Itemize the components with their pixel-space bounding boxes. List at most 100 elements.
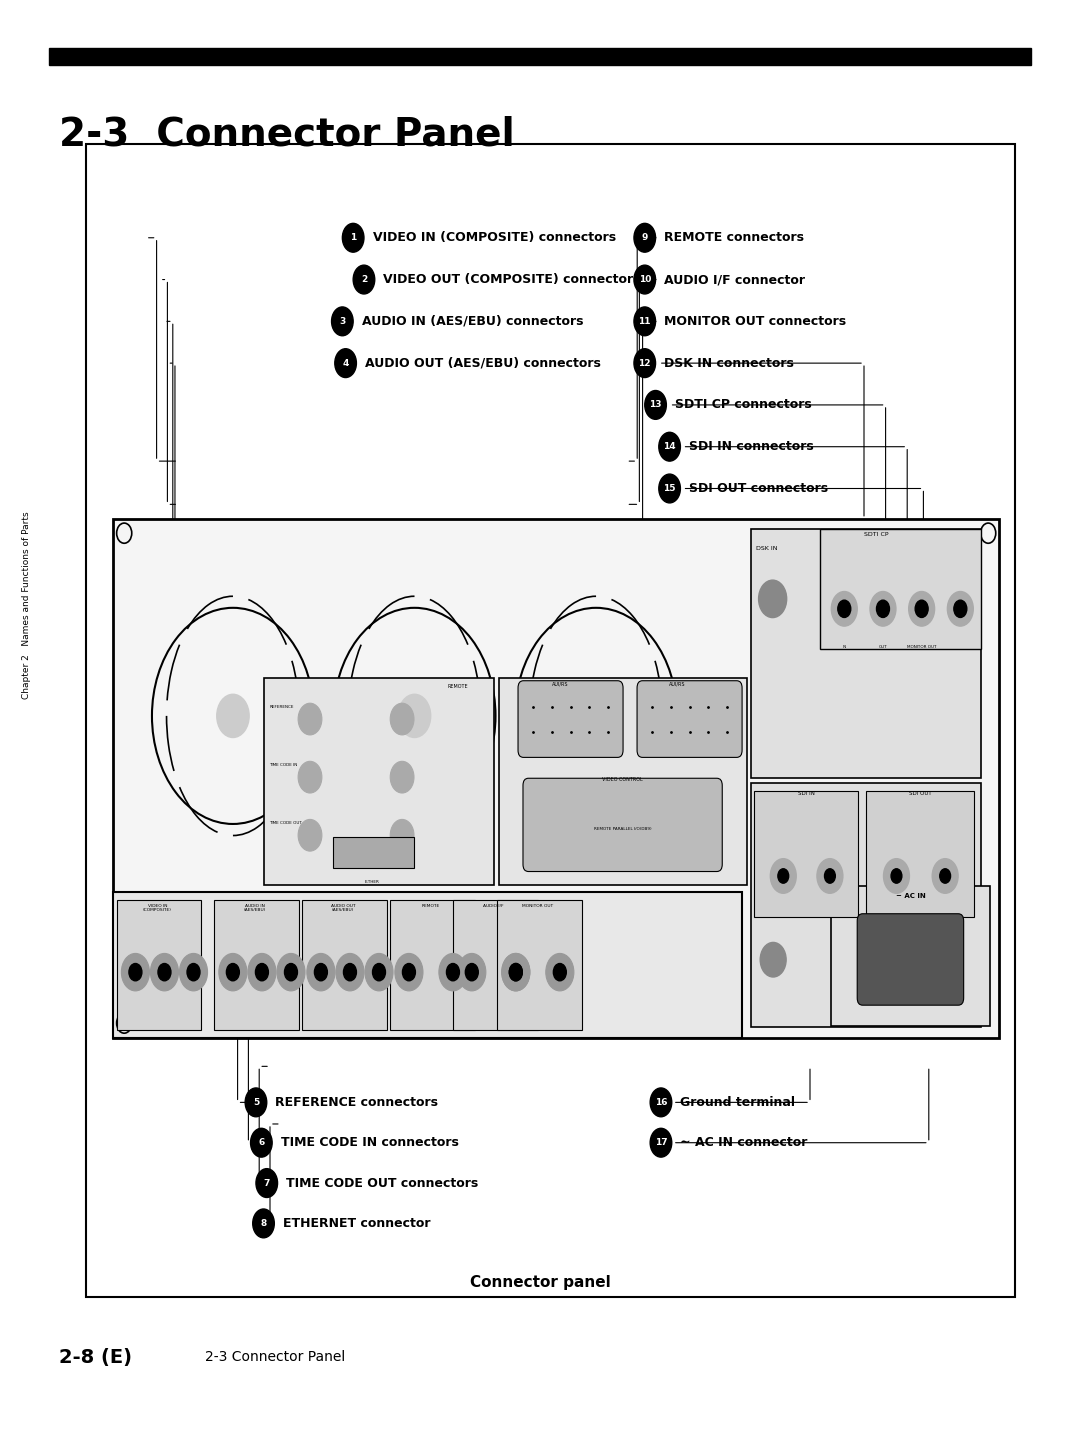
Circle shape [838,599,851,617]
Circle shape [343,964,356,981]
Text: 14: 14 [663,442,676,451]
Circle shape [770,859,796,893]
Circle shape [580,695,612,738]
Circle shape [298,820,322,852]
Bar [302,899,387,1030]
Bar [497,899,582,1030]
Text: AUI/RS: AUI/RS [552,682,569,687]
Text: AUDIO IN (AES/EBU) connectors: AUDIO IN (AES/EBU) connectors [362,314,583,329]
Text: OUT: OUT [879,646,888,648]
Text: AUDIO IN
(AES/EBU): AUDIO IN (AES/EBU) [244,904,266,912]
Text: IN: IN [842,646,847,648]
Bar [113,519,999,1038]
Bar [264,677,495,885]
Text: AUDIO OUT
(AES/EBU): AUDIO OUT (AES/EBU) [330,904,355,912]
Text: Connector panel: Connector panel [470,1275,610,1290]
Bar [820,529,982,648]
Bar [113,892,742,1038]
Bar [499,677,746,885]
Text: 15: 15 [663,484,676,493]
Circle shape [187,964,200,981]
Text: DSK IN connectors: DSK IN connectors [664,356,794,370]
Text: 11: 11 [638,317,651,326]
Circle shape [650,1128,672,1157]
Circle shape [245,1088,267,1117]
Text: 2-8 (E): 2-8 (E) [59,1347,133,1368]
Text: ~ AC IN connector: ~ AC IN connector [680,1136,808,1150]
Circle shape [908,591,934,625]
Text: MONITOR OUT connectors: MONITOR OUT connectors [664,314,847,329]
Circle shape [307,954,335,991]
Bar [333,837,414,869]
Text: TIME CODE IN: TIME CODE IN [269,762,298,767]
Circle shape [778,869,788,883]
Circle shape [465,964,478,981]
Circle shape [158,964,171,981]
Text: ~ AC IN: ~ AC IN [895,893,926,899]
Text: VIDEO CONTROL: VIDEO CONTROL [603,777,643,782]
Circle shape [510,964,523,981]
Circle shape [760,942,786,977]
Circle shape [390,761,414,793]
Circle shape [877,599,890,617]
Text: VIDEO IN (COMPOSITE) connectors: VIDEO IN (COMPOSITE) connectors [373,231,616,245]
Text: 5: 5 [253,1098,259,1107]
Circle shape [253,1209,274,1238]
Circle shape [891,869,902,883]
Text: VIDEO IN
(COMPOSITE): VIDEO IN (COMPOSITE) [143,904,172,912]
Circle shape [365,954,393,991]
Circle shape [758,581,786,618]
Text: REFERENCE: REFERENCE [269,705,294,709]
Bar [429,692,488,785]
Circle shape [219,954,247,991]
Circle shape [915,599,928,617]
Circle shape [314,964,327,981]
Circle shape [373,964,386,981]
Text: SDI OUT connectors: SDI OUT connectors [689,481,828,496]
Circle shape [634,223,656,252]
Circle shape [256,1169,278,1197]
Circle shape [179,954,207,991]
Circle shape [940,869,950,883]
Bar [86,144,1015,1297]
Text: 4: 4 [342,359,349,367]
Bar [831,886,990,1026]
Circle shape [584,700,608,732]
FancyBboxPatch shape [858,914,963,1006]
Circle shape [650,1088,672,1117]
Circle shape [502,954,530,991]
Text: 2-3  Connector Panel: 2-3 Connector Panel [59,115,515,153]
Text: 2-3 Connector Panel: 2-3 Connector Panel [205,1350,346,1365]
Text: 1: 1 [350,233,356,242]
Circle shape [634,307,656,336]
Text: 7: 7 [264,1179,270,1187]
Circle shape [634,265,656,294]
Text: MONITOR OUT: MONITOR OUT [907,646,936,648]
Circle shape [438,954,467,991]
Circle shape [553,964,566,981]
Circle shape [824,869,835,883]
FancyBboxPatch shape [518,680,623,758]
Text: E.THER: E.THER [365,880,379,883]
Bar [751,784,982,1027]
Text: SDTI CP: SDTI CP [864,532,889,536]
Circle shape [220,700,245,732]
Text: REMOTE PARALLEL I/O(DB9): REMOTE PARALLEL I/O(DB9) [594,827,651,831]
Text: 17: 17 [654,1138,667,1147]
Circle shape [227,964,240,981]
Bar [754,791,858,918]
Circle shape [276,954,305,991]
Circle shape [336,954,364,991]
Circle shape [502,954,530,991]
Bar [117,899,202,1030]
Bar [214,899,299,1030]
Circle shape [399,695,431,738]
Circle shape [332,307,353,336]
Circle shape [954,599,967,617]
Circle shape [390,820,414,852]
Circle shape [335,349,356,378]
Circle shape [353,265,375,294]
Text: SDI IN: SDI IN [798,791,814,795]
Circle shape [510,964,523,981]
Text: 6: 6 [258,1138,265,1147]
